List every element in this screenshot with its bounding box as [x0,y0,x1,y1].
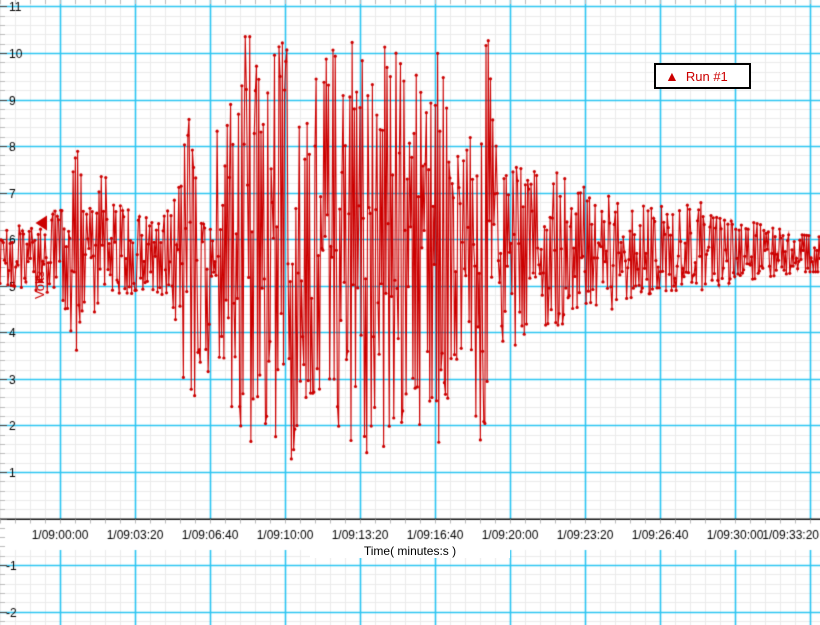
legend-run-marker-icon: ▲ [665,68,679,84]
legend-box[interactable]: ▲ Run #1 [654,63,751,89]
x-axis-title: Time( minutes:s ) [310,544,510,558]
legend-run-label: Run #1 [685,68,728,84]
